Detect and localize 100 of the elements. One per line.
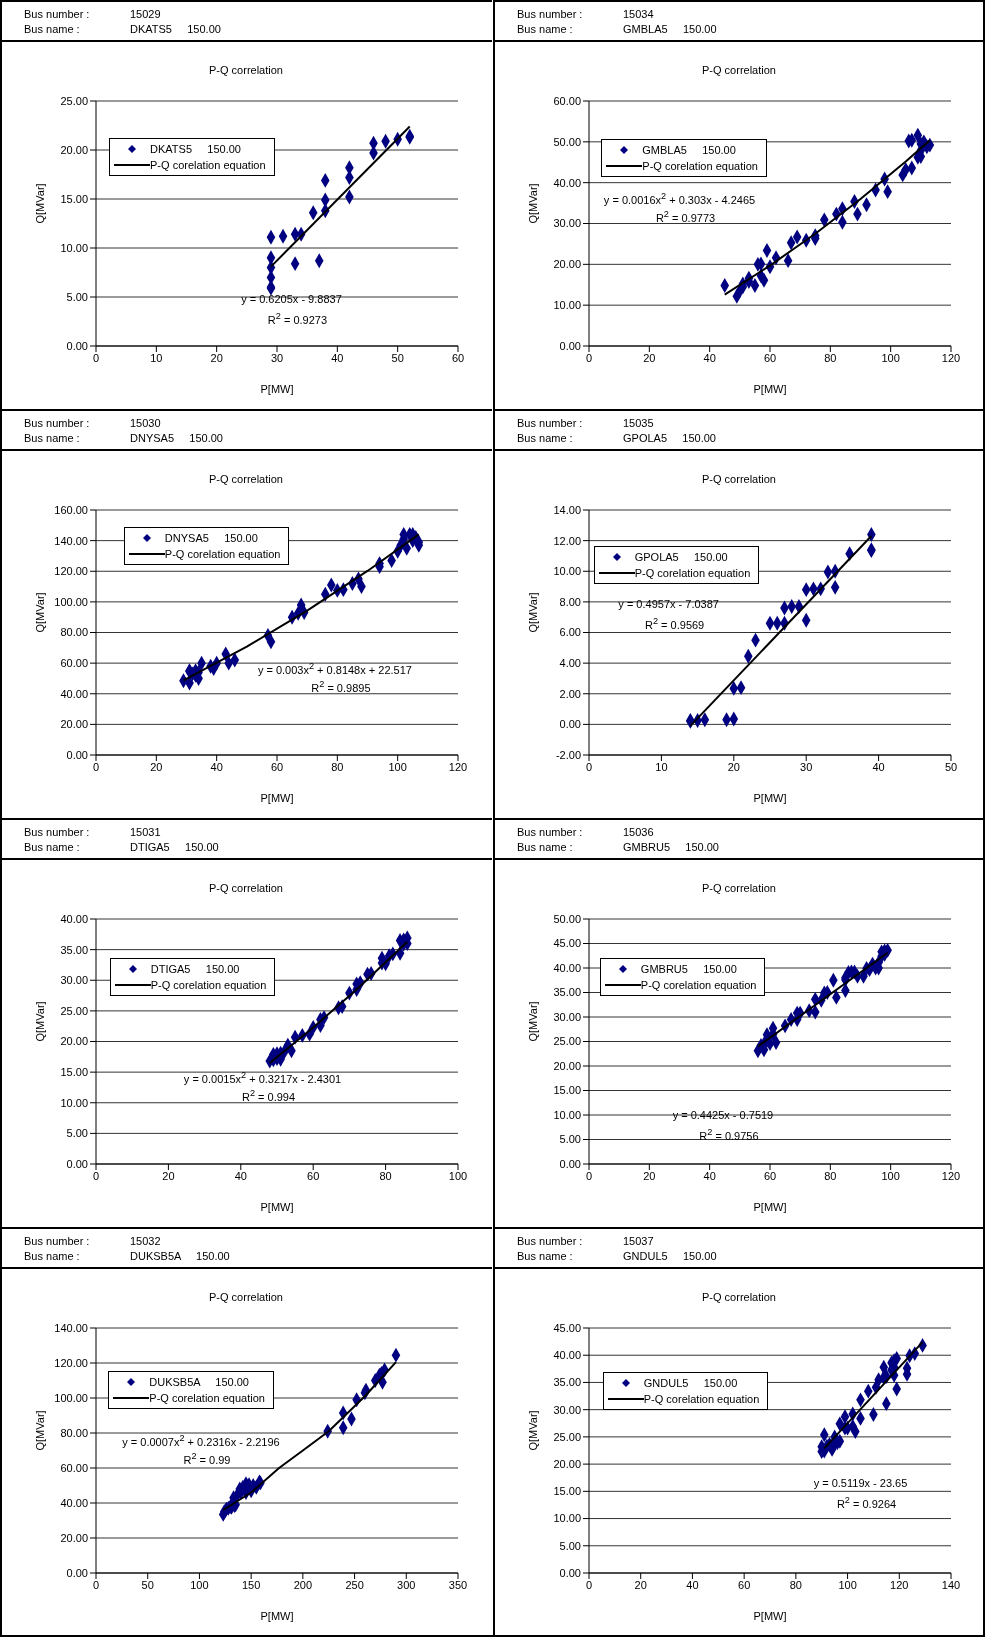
x-tick-label: 20	[643, 351, 656, 364]
x-tick-label: 20	[210, 351, 223, 364]
legend-label: DNYSA5 150.00	[164, 532, 258, 545]
text: 15031	[130, 826, 161, 838]
y-tick-label: 10.00	[553, 565, 581, 578]
y-tick-label: 160.00	[54, 503, 88, 516]
y-tick-label: 4.00	[559, 657, 581, 670]
x-tick-label: 80	[789, 1578, 802, 1591]
y-tick-label: 10.00	[553, 299, 581, 312]
annotation: y = 0.0016x$^{2}$ + 0.303x - 4.2465	[603, 191, 756, 206]
text: GPOLA5 150.00	[623, 432, 716, 444]
text: DUKSB5A 150.00	[130, 1250, 230, 1262]
y-tick-label: 15.00	[553, 1485, 581, 1498]
x-tick-label: 60	[451, 351, 465, 364]
x-tick-label: 100	[448, 1169, 468, 1182]
x-tick-label: 40	[234, 1169, 247, 1182]
y-tick-label: 15.00	[60, 1066, 88, 1079]
chart-title: P-Q correlation	[701, 882, 777, 894]
x-tick-label: 350	[448, 1578, 468, 1591]
x-tick-label: 40	[872, 760, 885, 773]
x-tick-label: 60	[307, 1169, 320, 1182]
text: Bus name :	[517, 432, 573, 444]
x-tick-label: 100	[190, 1578, 209, 1591]
text: GNDUL5 150.00	[623, 1250, 717, 1262]
legend-label: P-Q corelation equation	[643, 1393, 760, 1406]
text: Bus name :	[517, 841, 573, 853]
x-axis-title: P[MW]	[753, 383, 787, 395]
y-tick-label: 80.00	[60, 1426, 88, 1439]
y-axis-title: Q[MVar]	[526, 1410, 539, 1451]
x-tick-label: 20	[727, 760, 740, 773]
y-tick-label: 20.00	[553, 1059, 581, 1072]
y-tick-label: 10.00	[553, 1108, 581, 1121]
annotation: y = 0.4425x - 0.7519	[672, 1109, 774, 1122]
text: Bus name :	[24, 23, 80, 35]
y-tick-label: 0.00	[559, 1566, 581, 1579]
chart-title: P-Q correlation	[208, 882, 284, 894]
text: Bus number :	[517, 417, 583, 429]
chart-title: P-Q correlation	[701, 64, 777, 76]
x-tick-label: 10	[150, 351, 163, 364]
y-tick-label: 60.00	[60, 657, 88, 670]
y-tick-label: 100.00	[54, 595, 88, 608]
y-tick-label: 120.00	[54, 1356, 88, 1369]
y-tick-label: 20.00	[553, 1458, 581, 1471]
y-tick-label: 40.00	[60, 687, 88, 700]
legend-label: GNDUL5 150.00	[643, 1377, 738, 1390]
y-tick-label: 50.00	[553, 912, 581, 925]
x-tick-label: 80	[331, 760, 344, 773]
legend-label: P-Q corelation equation	[642, 160, 758, 173]
x-tick-label: 120	[448, 760, 468, 773]
y-tick-label: 35.00	[60, 943, 88, 956]
x-tick-label: 40	[686, 1578, 699, 1591]
text: DKATS5 150.00	[130, 23, 221, 35]
x-tick-label: 20	[643, 1169, 656, 1182]
y-tick-label: 10.00	[60, 241, 88, 254]
x-tick-label: 300	[397, 1578, 416, 1591]
y-tick-label: 15.00	[553, 1084, 581, 1097]
text: Bus number :	[24, 417, 90, 429]
text: 15030	[130, 417, 161, 429]
y-tick-label: 5.00	[66, 1127, 88, 1140]
x-tick-label: 0	[92, 1169, 100, 1182]
x-tick-label: 150	[241, 1578, 261, 1591]
y-tick-label: 40.00	[60, 912, 88, 925]
text: GMBLA5 150.00	[623, 23, 717, 35]
legend-label: DKATS5 150.00	[150, 142, 241, 155]
x-tick-label: 0	[92, 351, 100, 364]
x-tick-label: 120	[941, 351, 961, 364]
x-tick-label: 50	[944, 760, 958, 773]
x-tick-label: 20	[162, 1169, 175, 1182]
x-axis-title: P[MW]	[260, 1201, 294, 1213]
x-tick-label: 40	[210, 760, 223, 773]
chart-title: P-Q correlation	[208, 1291, 284, 1303]
text: Bus number :	[517, 1235, 583, 1247]
legend-label: P-Q corelation equation	[150, 979, 267, 992]
y-tick-label: 120.00	[54, 565, 88, 578]
y-tick-label: 25.00	[553, 1035, 581, 1048]
text: 15032	[130, 1235, 161, 1247]
legend-label: GPOLA5 150.00	[634, 550, 728, 563]
text: DNYSA5 150.00	[130, 432, 223, 444]
y-tick-label: 25.00	[553, 1430, 581, 1443]
legend-label: P-Q corelation equation	[634, 566, 751, 579]
y-tick-label: 30.00	[553, 217, 581, 230]
y-tick-label: 40.00	[553, 961, 581, 974]
y-tick-label: 5.00	[559, 1539, 581, 1552]
annotation: R$^{2}$ = 0.99	[183, 1450, 231, 1466]
legend-label: P-Q corelation equation	[150, 158, 266, 171]
text: GMBRU5 150.00	[623, 841, 719, 853]
x-tick-label: 40	[703, 351, 716, 364]
x-tick-label: 30	[800, 760, 813, 773]
legend-label: P-Q corelation equation	[640, 979, 757, 992]
x-tick-label: 0	[92, 1578, 100, 1591]
x-tick-label: 100	[838, 1578, 857, 1591]
y-tick-label: 60.00	[60, 1461, 88, 1474]
y-tick-label: 0.00	[66, 748, 88, 761]
y-tick-label: 20.00	[60, 1035, 88, 1048]
annotation: R$^{2}$ = 0.9895	[311, 679, 371, 694]
x-tick-label: 30	[270, 351, 284, 364]
chart-title: P-Q correlation	[208, 64, 284, 76]
annotation: R$^{2}$ = 0.9264	[836, 1494, 897, 1510]
y-tick-label: 40.00	[553, 1349, 581, 1362]
text: Bus name :	[24, 432, 80, 444]
